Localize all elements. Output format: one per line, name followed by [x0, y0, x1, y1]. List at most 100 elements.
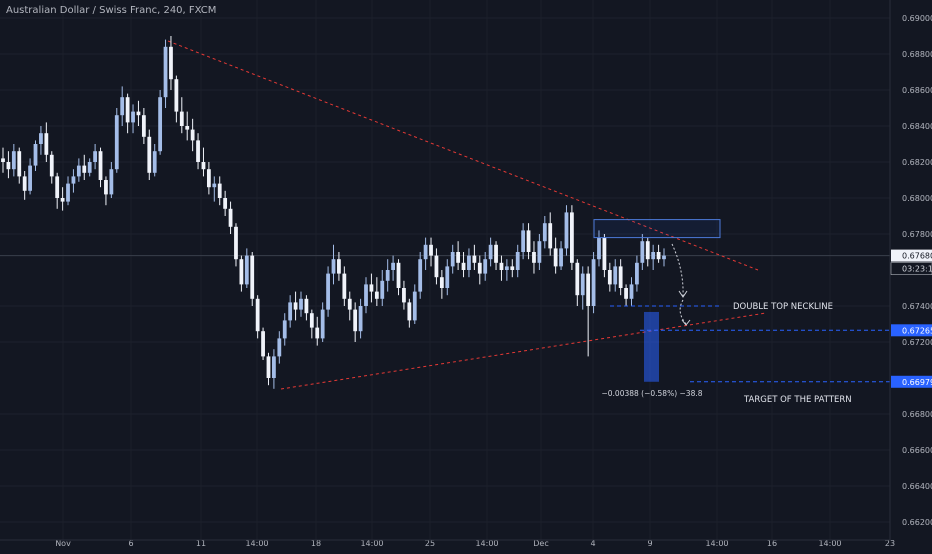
candle-body [380, 280, 385, 299]
candle-body [532, 252, 536, 263]
candle-body [613, 266, 618, 285]
x-tick-label: 14:00 [360, 539, 383, 548]
candle-body [28, 165, 32, 191]
candle-body [597, 237, 601, 260]
candle-body [461, 262, 466, 270]
candle-body [44, 133, 49, 155]
target-label: TARGET OF THE PATTERN [743, 395, 852, 405]
candle-body [87, 162, 92, 173]
candle-body [477, 262, 482, 274]
candle-body [147, 136, 152, 173]
price-badge [891, 324, 932, 337]
candle-body [288, 302, 293, 321]
x-tick-label: 14:00 [705, 539, 728, 548]
x-tick-label: 25 [425, 539, 435, 548]
countdown-label: 03:23:16 [902, 265, 932, 274]
candle-body [277, 338, 282, 357]
price-axis: 0.69000 0.68800 0.68600 0.68400 0.68200 0.680… [889, 0, 932, 540]
candle-body [136, 111, 141, 116]
candle-body [434, 255, 439, 278]
candle-body [131, 111, 135, 123]
y-tick-label: 0.67200 [902, 338, 932, 347]
candle-body [391, 262, 395, 270]
candle-body [185, 126, 190, 130]
arrowhead-1 [678, 290, 688, 298]
candle-body [49, 154, 54, 177]
candle-body [82, 165, 87, 173]
candle-body [250, 255, 255, 299]
y-tick-label: 0.68200 [902, 158, 932, 167]
projection-path-2 [679, 299, 687, 325]
candle-body [309, 313, 314, 328]
y-tick-label: 0.67800 [902, 230, 932, 239]
candle-body [488, 244, 493, 260]
candle-body [651, 252, 656, 260]
candle-body [602, 237, 607, 270]
candle-body [342, 273, 347, 299]
time-axis: Nov 6 11 14:00 18 14:00 25 14:00 Dec 4 9 14:00 16 14:… [0, 539, 895, 548]
candle-body [320, 309, 325, 339]
candle-body [635, 262, 639, 285]
candle-body [439, 277, 444, 288]
price-badge-label: 0.67265 [902, 326, 932, 335]
candle-body [553, 248, 558, 267]
candle-body [418, 259, 423, 292]
candle-body [450, 252, 455, 267]
candle-body [423, 244, 428, 260]
price-badge [891, 375, 932, 388]
countdown-badge [890, 262, 932, 275]
candle-body [206, 169, 211, 188]
candle-body [385, 270, 390, 281]
candle-body [656, 252, 661, 260]
candle-body [326, 273, 330, 310]
candle-body [196, 140, 200, 162]
candle-body [407, 302, 412, 321]
candle-body [629, 284, 634, 299]
candle-body [580, 273, 585, 296]
candle-body [201, 162, 206, 170]
candle-body [542, 223, 547, 242]
candle-body [412, 291, 417, 321]
candle-body [71, 176, 76, 184]
x-tick-label: 14:00 [475, 539, 498, 548]
candle-body [6, 162, 11, 170]
annotations: DOUBLE TOP NECKLINE TARGET OF THE PATTERN… [593, 219, 890, 405]
candle-body [396, 262, 401, 288]
candle-body [163, 46, 168, 98]
x-tick-label: 9 [647, 539, 652, 548]
candle-body [515, 252, 520, 270]
candle-body [234, 226, 238, 260]
candle-body [337, 259, 341, 274]
candle-body [55, 176, 60, 198]
candle-body [640, 241, 645, 263]
chart-title: Australian Dollar / Swiss Franc, 240, FX… [6, 5, 217, 16]
candle-body [228, 208, 233, 227]
y-tick-label: 0.66400 [902, 482, 932, 491]
candle-body [499, 262, 504, 270]
candle-body [179, 111, 184, 126]
measure-label: −0.00388 (−0.58%) −38.8 [601, 389, 702, 398]
candle-body [223, 198, 228, 209]
x-tick-label: 16 [767, 539, 777, 548]
current-price-label: 0.67680 [902, 252, 932, 261]
candle-body [1, 158, 5, 162]
candle-body [591, 259, 596, 306]
candle-body [467, 255, 471, 270]
candle-body [624, 288, 628, 299]
candle-body [244, 255, 249, 285]
candle-body [645, 241, 650, 260]
candle-body [60, 198, 65, 202]
candle-body [93, 151, 98, 162]
candle-body [364, 284, 368, 306]
candle-body [662, 255, 666, 260]
candle-body [33, 144, 38, 166]
y-tick-label: 0.68400 [902, 122, 932, 131]
candle-body [98, 151, 103, 180]
candle-body [76, 165, 81, 177]
candle-body [526, 230, 531, 252]
candle-body [353, 309, 358, 332]
candle-body [158, 97, 163, 152]
